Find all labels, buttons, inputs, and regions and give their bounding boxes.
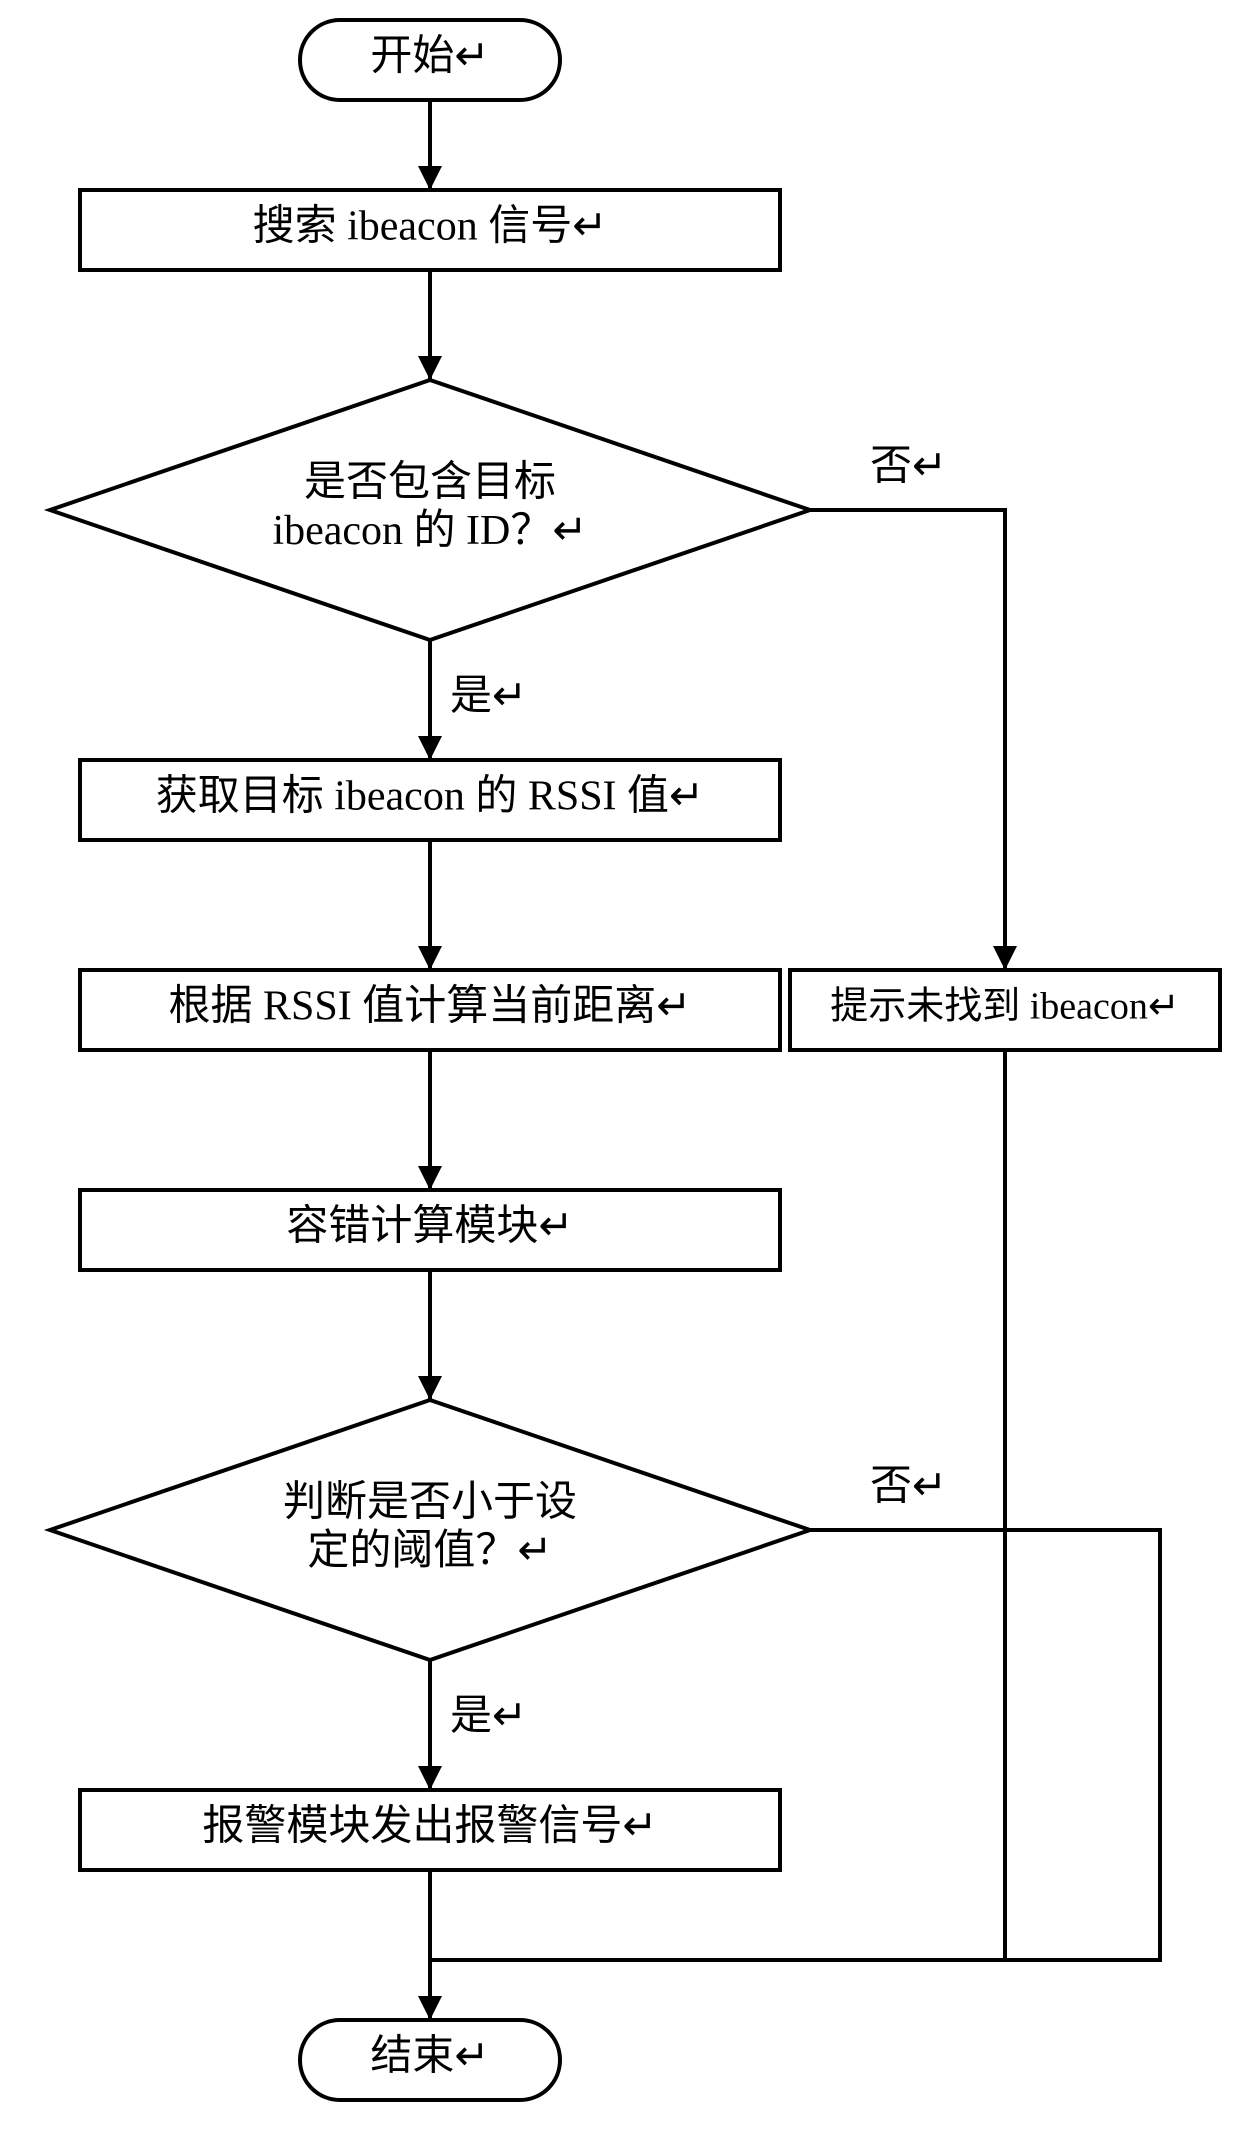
node-text: 根据 RSSI 值计算当前距离↵ [169,983,692,1030]
node-not_found: 提示未找到 ibeacon↵ [790,970,1220,1050]
edge-label: 否↵ [870,444,947,490]
node-text: 开始↵ [370,34,489,80]
node-end: 结束↵ [300,2020,560,2100]
node-text: 报警模块发出报警信号↵ [202,1804,657,1850]
node-text: 是否包含目标 [304,459,556,505]
edge [810,510,1005,970]
node-text: 定的阈值？↵ [307,1527,552,1574]
node-text: 结束↵ [370,2034,489,2080]
node-has_id: 是否包含目标ibeacon 的 ID？↵ [50,380,810,640]
arrow-head [418,1376,442,1400]
edge-label: 是↵ [450,1694,527,1740]
edge-label: 是↵ [450,674,527,720]
node-text: 容错计算模块↵ [286,1203,573,1250]
arrow-head [418,1166,442,1190]
node-start: 开始↵ [300,20,560,100]
edge [810,1530,1160,1960]
node-search: 搜索 ibeacon 信号↵ [80,190,780,270]
arrow-head [418,1996,442,2020]
arrow-head [993,946,1017,970]
arrow-head [418,946,442,970]
node-threshold: 判断是否小于设定的阈值？↵ [50,1400,810,1660]
edge-label: 否↵ [870,1464,947,1510]
arrow-head [418,166,442,190]
node-text: 搜索 ibeacon 信号↵ [253,204,608,250]
arrow-head [418,356,442,380]
flowchart-canvas: 开始↵ 搜索 ibeacon 信号↵ 是否包含目标ibeacon 的 ID？↵ 获取目… [0,0,1240,2154]
node-text: 判断是否小于设 [283,1479,577,1525]
arrow-head [418,1766,442,1790]
node-get_rssi: 获取目标 ibeacon 的 RSSI 值↵ [80,760,780,840]
node-text: 提示未找到 ibeacon↵ [830,986,1180,1028]
node-text: ibeacon 的 ID？↵ [272,508,587,554]
node-fault_tol: 容错计算模块↵ [80,1190,780,1270]
node-calc_dist: 根据 RSSI 值计算当前距离↵ [80,970,780,1050]
arrow-head [418,736,442,760]
node-text: 获取目标 ibeacon 的 RSSI 值↵ [156,774,705,820]
node-alarm: 报警模块发出报警信号↵ [80,1790,780,1870]
